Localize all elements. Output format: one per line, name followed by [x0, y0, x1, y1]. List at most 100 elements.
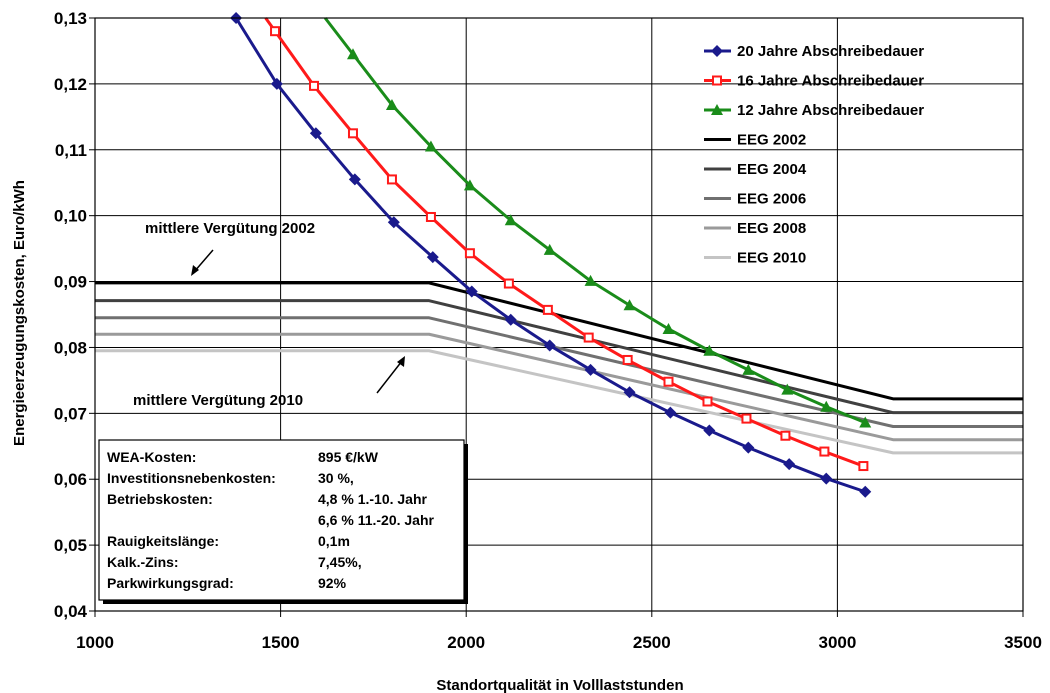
data-point	[584, 363, 597, 376]
annotation-2002: mittlere Vergütung 2002	[145, 220, 315, 237]
data-point	[504, 313, 517, 326]
data-point	[663, 376, 674, 387]
annotation-2002-arrow	[193, 249, 214, 273]
data-point	[662, 322, 675, 334]
data-point	[542, 304, 553, 315]
parameter-value: 7,45%,	[318, 554, 362, 570]
series-line	[95, 299, 1023, 415]
parameter-row: Parkwirkungsgrad: 92%	[107, 575, 347, 591]
annotation-2010-arrow	[376, 360, 403, 394]
legend-item: 20 Jahre Abschreibedauer	[704, 43, 924, 60]
annotation-2010-arrowhead	[397, 356, 405, 367]
data-point	[780, 430, 791, 441]
data-point	[702, 396, 713, 407]
data-point	[463, 179, 476, 191]
parameter-row: Rauigkeitslänge: 0,1m	[107, 533, 350, 549]
legend-label: EEG 2010	[737, 250, 806, 267]
legend-label: 16 Jahre Abschreibedauer	[737, 73, 924, 90]
legend-label: EEG 2002	[737, 132, 806, 149]
legend: 20 Jahre Abschreibedauer 16 Jahre Abschre…	[704, 43, 924, 267]
parameter-box: WEA-Kosten: 895 €/kW Investitionsnebenkost…	[98, 439, 468, 604]
series-line	[95, 281, 1023, 401]
data-point	[426, 251, 439, 264]
parameter-label: Rauigkeitslänge:	[107, 533, 219, 549]
parameter-box-panel	[98, 439, 465, 601]
legend-item: 16 Jahre Abschreibedauer	[704, 73, 924, 90]
y-tick-label: 0,08	[54, 338, 87, 357]
series-line	[95, 349, 1023, 455]
y-axis-label: Energieerzeugungskosten, Euro/kWh	[11, 180, 28, 446]
legend-label: EEG 2006	[737, 191, 806, 208]
legend-item: EEG 2006	[704, 191, 806, 208]
data-point	[664, 406, 677, 419]
parameter-row: Betriebskosten: 4,8 % 1.-10. Jahr	[107, 491, 428, 507]
data-point	[742, 441, 755, 454]
x-tick-label: 1500	[262, 633, 300, 652]
legend-label: 12 Jahre Abschreibedauer	[737, 102, 924, 119]
data-point	[859, 485, 872, 498]
data-point	[347, 128, 358, 139]
parameter-label: Parkwirkungsgrad:	[107, 575, 234, 591]
y-tick-label: 0,10	[54, 207, 87, 226]
series-line	[95, 332, 1023, 442]
series-5	[95, 316, 1023, 429]
series-7	[95, 349, 1023, 455]
y-tick-label: 0,05	[54, 536, 87, 555]
y-axis-ticks: 0,04 0,05 0,06 0,07 0,08 0,09 0,10 0,11 0,12 0,13	[54, 9, 95, 621]
series-4	[95, 299, 1023, 415]
data-point	[623, 299, 636, 311]
series-6	[95, 332, 1023, 442]
data-point	[859, 416, 872, 428]
legend-item: EEG 2002	[704, 132, 806, 149]
data-point	[703, 424, 716, 437]
x-tick-label: 2000	[447, 633, 485, 652]
data-point	[819, 446, 830, 457]
series-1	[264, 17, 869, 472]
parameter-label: Investitionsnebenkosten:	[107, 470, 276, 486]
data-point	[741, 413, 752, 424]
x-tick-label: 1000	[76, 633, 114, 652]
legend-label: 20 Jahre Abschreibedauer	[737, 43, 924, 60]
data-point	[742, 363, 755, 375]
data-point	[703, 344, 716, 356]
parameter-row: Kalk.-Zins: 7,45%,	[107, 554, 362, 570]
data-point	[543, 339, 556, 352]
y-tick-label: 0,04	[54, 602, 88, 621]
series-0	[230, 12, 872, 498]
data-point	[465, 285, 478, 298]
series-group	[95, 12, 1023, 498]
data-point	[781, 383, 794, 395]
x-tick-label: 3500	[1004, 633, 1042, 652]
parameter-label: WEA-Kosten:	[107, 449, 196, 465]
data-point	[309, 127, 322, 140]
legend-item: EEG 2008	[704, 220, 806, 237]
y-tick-label: 0,13	[54, 9, 87, 28]
data-point	[386, 174, 397, 185]
data-point	[270, 77, 283, 90]
data-point	[543, 243, 556, 255]
legend-item: EEG 2004	[704, 161, 807, 178]
data-point	[348, 173, 361, 186]
parameter-value: 6,6 % 11.-20. Jahr	[318, 512, 435, 528]
parameter-value: 30 %,	[318, 470, 354, 486]
data-point	[858, 461, 869, 472]
data-point	[425, 211, 436, 222]
x-tick-label: 3000	[818, 633, 856, 652]
data-point	[504, 214, 517, 226]
data-point	[783, 458, 796, 471]
parameter-row: WEA-Kosten: 895 €/kW	[107, 449, 379, 465]
data-point	[464, 248, 475, 259]
data-point	[622, 354, 633, 365]
parameter-box-rows: WEA-Kosten: 895 €/kW Investitionsnebenkost…	[107, 449, 435, 591]
data-point	[503, 278, 514, 289]
data-point	[583, 332, 594, 343]
data-point	[424, 140, 437, 152]
x-axis-ticks: 1000 1500 2000 2500 3000 3500	[76, 611, 1042, 652]
data-point	[309, 80, 320, 91]
series-2	[323, 17, 872, 428]
legend-label: EEG 2004	[737, 161, 807, 178]
parameter-value: 895 €/kW	[318, 449, 379, 465]
data-point	[820, 400, 833, 412]
series-3	[95, 281, 1023, 401]
